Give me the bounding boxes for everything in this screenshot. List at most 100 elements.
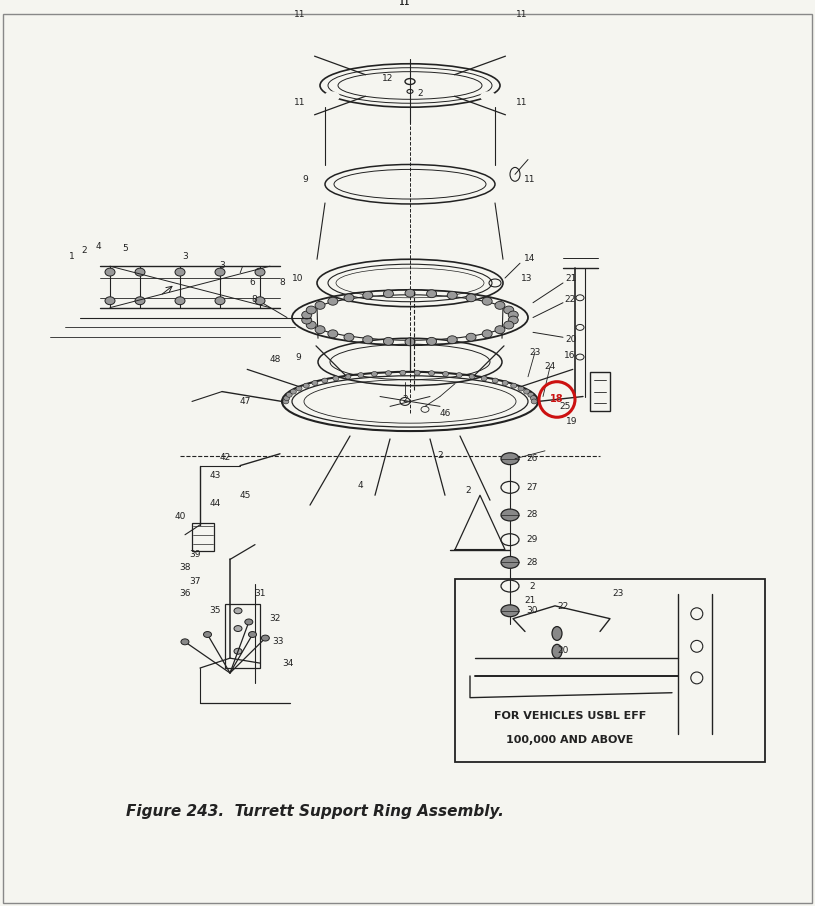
Ellipse shape [255,297,265,304]
Ellipse shape [234,649,242,654]
Text: 13: 13 [522,274,533,283]
Ellipse shape [215,268,225,276]
Ellipse shape [414,371,421,375]
Ellipse shape [492,378,498,383]
Text: 3: 3 [219,261,225,270]
Text: 25: 25 [559,402,570,411]
Ellipse shape [105,297,115,304]
Text: 18: 18 [550,394,564,404]
Ellipse shape [447,292,457,299]
Ellipse shape [234,608,242,613]
Ellipse shape [175,297,185,304]
Ellipse shape [480,92,496,101]
Ellipse shape [481,376,487,381]
Ellipse shape [135,297,145,304]
Text: 27: 27 [526,483,538,492]
Ellipse shape [363,336,372,343]
Text: 26: 26 [526,454,538,463]
Ellipse shape [344,294,354,302]
Bar [455,579,765,762]
Text: 11: 11 [399,0,411,7]
Ellipse shape [518,386,524,391]
Ellipse shape [501,556,519,568]
Text: 8: 8 [279,278,285,287]
Text: 10: 10 [293,274,304,283]
Text: 11: 11 [516,10,528,19]
Ellipse shape [372,371,377,376]
Ellipse shape [244,619,253,625]
Ellipse shape [302,311,311,319]
Text: FOR VEHICLES USBL EFF: FOR VEHICLES USBL EFF [494,711,645,721]
Text: 21: 21 [524,596,535,605]
Text: 47: 47 [240,397,251,406]
Text: 6: 6 [249,278,255,287]
Ellipse shape [511,383,517,388]
Ellipse shape [524,390,530,394]
Text: 4: 4 [357,481,363,490]
Text: 11: 11 [524,175,535,184]
Text: 7: 7 [237,265,243,275]
Ellipse shape [528,392,534,398]
Ellipse shape [175,268,185,276]
Ellipse shape [181,639,189,645]
Text: 36: 36 [179,590,191,599]
Ellipse shape [290,390,297,394]
Text: 45: 45 [240,491,251,500]
Ellipse shape [302,316,311,324]
Text: 9: 9 [302,175,308,184]
Ellipse shape [426,337,437,345]
Ellipse shape [215,297,225,304]
Ellipse shape [501,509,519,521]
Ellipse shape [286,392,293,398]
Ellipse shape [105,268,115,276]
Text: 46: 46 [439,409,451,418]
Ellipse shape [358,372,363,378]
Ellipse shape [306,321,316,329]
Ellipse shape [509,316,518,324]
Ellipse shape [249,631,257,638]
Text: 30: 30 [526,606,538,615]
Text: 12: 12 [382,74,394,83]
Ellipse shape [495,326,505,333]
Text: 11: 11 [399,0,411,7]
Text: 2: 2 [82,246,87,255]
Text: 39: 39 [189,550,200,559]
Ellipse shape [405,338,415,346]
Ellipse shape [426,290,437,298]
Text: 16: 16 [564,351,575,360]
Text: 8: 8 [251,295,257,304]
Text: 100,000 AND ABOVE: 100,000 AND ABOVE [506,735,633,745]
Ellipse shape [328,330,338,338]
Text: 11: 11 [294,98,306,107]
Ellipse shape [509,311,518,319]
Text: 22: 22 [557,602,569,612]
Ellipse shape [204,631,212,638]
Ellipse shape [296,386,302,391]
Ellipse shape [315,302,325,309]
Ellipse shape [400,371,406,375]
Ellipse shape [469,374,475,379]
Text: 20: 20 [557,646,569,655]
Ellipse shape [501,453,519,465]
Ellipse shape [531,396,536,400]
Ellipse shape [504,321,513,329]
Text: 1: 1 [69,252,75,261]
Ellipse shape [456,372,462,378]
Text: 2: 2 [465,486,471,495]
Bar [192,523,214,551]
Text: 31: 31 [254,590,266,599]
Ellipse shape [482,330,492,338]
Text: 20: 20 [566,334,577,343]
Bar [590,371,610,411]
Ellipse shape [447,336,457,343]
Text: 48: 48 [269,355,280,364]
Ellipse shape [466,333,476,342]
Text: 35: 35 [209,606,221,615]
Text: 38: 38 [179,563,191,572]
Text: 21: 21 [566,274,577,283]
Ellipse shape [344,333,354,342]
Text: 28: 28 [526,510,538,519]
Text: 11: 11 [294,10,306,19]
Text: 19: 19 [566,417,578,426]
Ellipse shape [363,292,372,299]
